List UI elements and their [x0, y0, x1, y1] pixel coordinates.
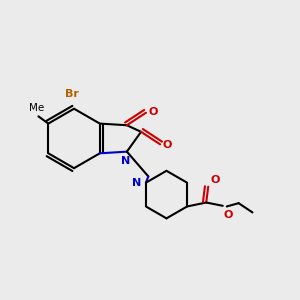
Text: O: O [223, 210, 232, 220]
Text: O: O [148, 107, 158, 117]
Text: N: N [121, 156, 130, 166]
Text: O: O [210, 175, 220, 185]
Text: Br: Br [65, 89, 79, 100]
Text: N: N [132, 178, 142, 188]
Text: O: O [163, 140, 172, 150]
Text: Me: Me [29, 103, 44, 113]
